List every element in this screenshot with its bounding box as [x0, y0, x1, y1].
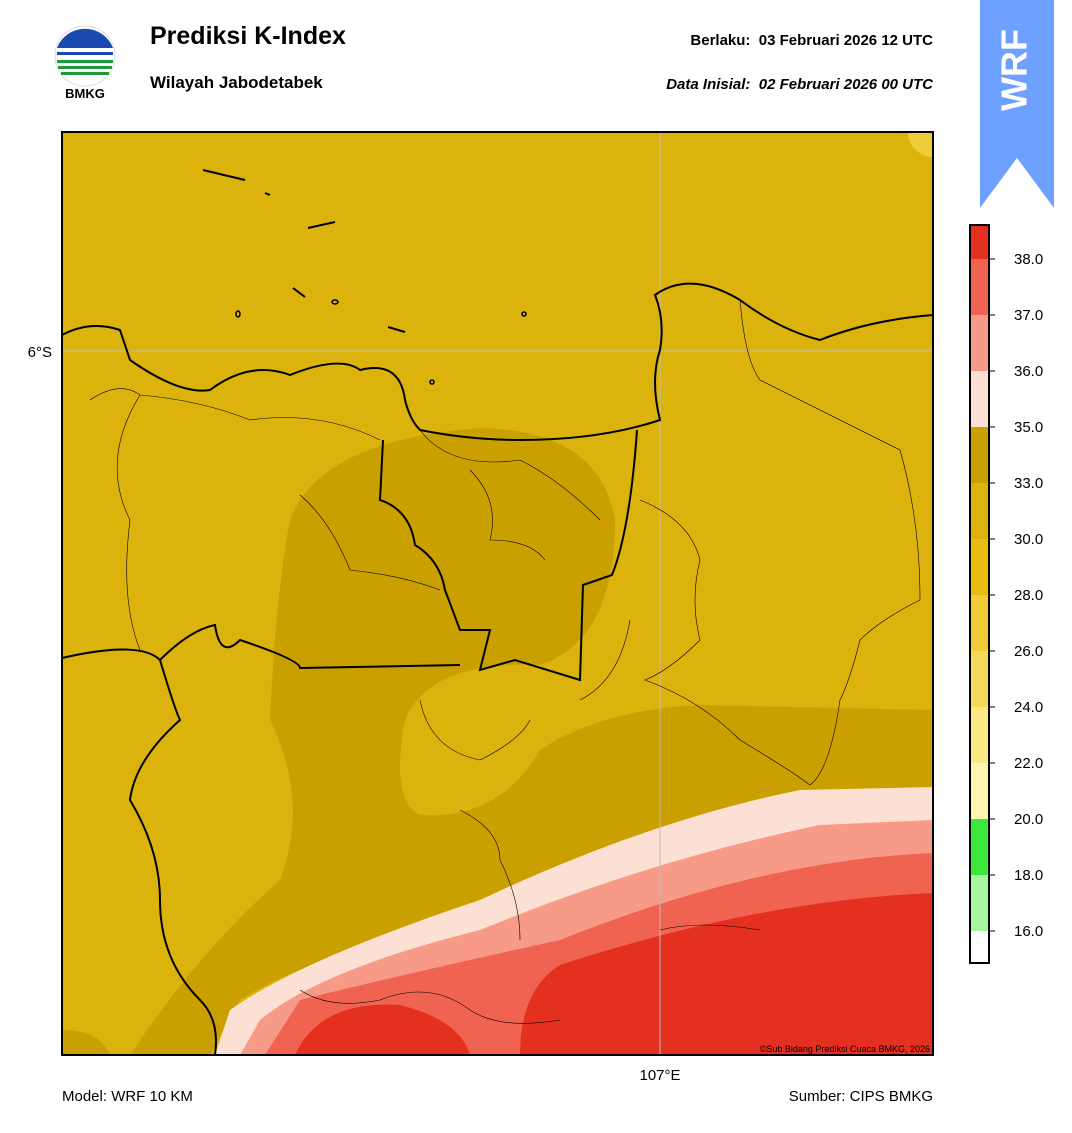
map: ©Sub Bidang Prediksi Cuaca BMKG, 2026 [62, 132, 933, 1055]
badge-text: WRF [994, 29, 1035, 111]
colorbar-tick-label: 28.0 [1014, 587, 1043, 604]
logo: BMKG [54, 25, 116, 101]
lon-label: 107°E [639, 1067, 680, 1084]
colorbar-tick-label: 36.0 [1014, 363, 1043, 380]
colorbar-band [970, 259, 989, 315]
valid-time: Berlaku: 03 Februari 2026 12 UTC [690, 32, 933, 49]
map-frame [61, 131, 934, 1056]
colorbar-tick-label: 22.0 [1014, 755, 1043, 772]
lat-label: 6°S [28, 344, 52, 361]
colorbar-band [970, 651, 989, 707]
title: Prediksi K-Index [150, 22, 346, 50]
colorbar-tick-label: 16.0 [1014, 923, 1043, 940]
colorbar-tick-label: 24.0 [1014, 699, 1043, 716]
model: Model: WRF 10 KM [62, 1088, 193, 1105]
colorbar-tick-label: 26.0 [1014, 643, 1043, 660]
colorbar-band [970, 315, 989, 371]
colorbar-tick-label: 37.0 [1014, 307, 1043, 324]
init-time: Data Inisial: 02 Februari 2026 00 UTC [666, 76, 934, 93]
colorbar-band [970, 539, 989, 595]
colorbar-tick-label: 18.0 [1014, 867, 1043, 884]
source: Sumber: CIPS BMKG [789, 1088, 933, 1105]
colorbar-frame [969, 224, 990, 964]
colorbar-band [970, 875, 989, 931]
colorbar-band [970, 819, 989, 875]
subtitle: Wilayah Jabodetabek [150, 73, 323, 92]
colorbar-band [970, 371, 989, 427]
logo-text: BMKG [65, 86, 105, 101]
colorbar-tick-label: 20.0 [1014, 811, 1043, 828]
colorbar-tick-label: 33.0 [1014, 475, 1043, 492]
colorbar-band [970, 595, 989, 651]
badge [980, 0, 1054, 208]
colorbar-tick-label: 35.0 [1014, 419, 1043, 436]
colorbar-tick-label: 38.0 [1014, 251, 1043, 268]
colorbar: 16.0 18.0 20.0 22.0 24.0 26.0 28.0 30.0 33.0 35.0… [969, 224, 1043, 964]
colorbar-band [970, 763, 989, 819]
colorbar-band [970, 931, 989, 963]
colorbar-tick-label: 30.0 [1014, 531, 1043, 548]
colorbar-band [970, 427, 989, 483]
colorbar-band [970, 707, 989, 763]
credit: ©Sub Bidang Prediksi Cuaca BMKG, 2026 [760, 1044, 930, 1054]
colorbar-band [970, 225, 989, 259]
colorbar-band [970, 483, 989, 539]
